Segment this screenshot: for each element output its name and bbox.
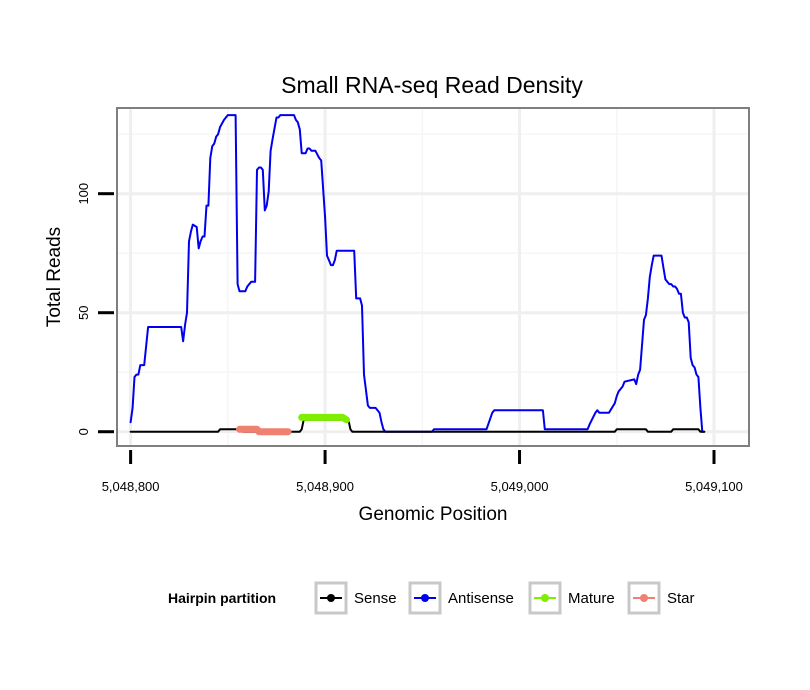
series-line-star (236, 425, 292, 436)
chart-title: Small RNA-seq Read Density (281, 72, 583, 98)
legend-item-mature: Mature (528, 581, 615, 615)
legend-title: Hairpin partition (168, 590, 276, 606)
legend-items: Sense Antisense Mature Star (314, 581, 695, 615)
legend-label: Antisense (448, 590, 514, 607)
x-tick-label: 5,049,000 (491, 479, 549, 494)
legend-key-dot (421, 594, 429, 602)
series-line-mature (298, 413, 350, 424)
series-layer (129, 114, 706, 436)
grid-lines (118, 109, 748, 445)
x-axis-label: Genomic Position (359, 504, 508, 525)
legend-key-dot (327, 594, 335, 602)
plot-area (116, 107, 750, 447)
plot-panel (116, 107, 750, 447)
x-axis: 5,048,800 5,048,900 5,049,000 5,049,100 (102, 450, 743, 494)
y-axis-label: Total Reads (44, 227, 65, 327)
legend-item-star: Star (627, 581, 695, 615)
y-tick-label: 50 (76, 305, 91, 319)
legend-label: Mature (568, 590, 615, 607)
y-tick-label: 100 (76, 183, 91, 205)
series-line-antisense (129, 114, 706, 433)
legend-item-antisense: Antisense (408, 581, 514, 615)
x-tick-label: 5,048,800 (102, 479, 160, 494)
legend-key-dot (640, 594, 648, 602)
legend: Hairpin partition Sense Antisense Mature St… (168, 581, 695, 615)
legend-label: Star (667, 590, 695, 607)
y-axis: 0 50 100 (76, 183, 114, 435)
x-tick-label: 5,048,900 (296, 479, 354, 494)
legend-label: Sense (354, 590, 397, 607)
x-tick-label: 5,049,100 (685, 479, 743, 494)
legend-key (627, 581, 661, 615)
legend-key-dot (541, 594, 549, 602)
y-tick-label: 0 (76, 428, 91, 435)
legend-item-sense: Sense (314, 581, 397, 615)
